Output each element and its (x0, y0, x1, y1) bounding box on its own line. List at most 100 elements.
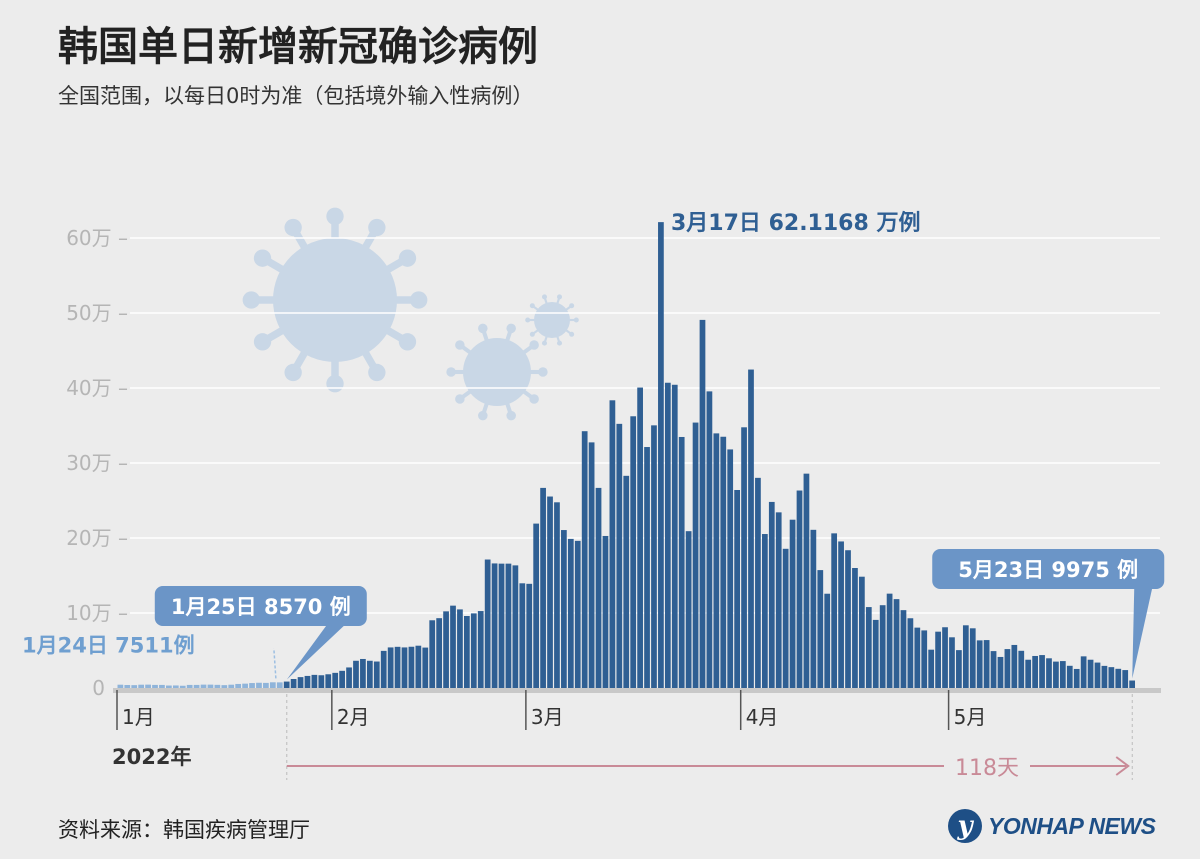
bar (914, 627, 921, 688)
bar (720, 436, 727, 688)
y-tick-label: 0 (92, 676, 105, 700)
yonhap-logo-text: YONHAP NEWS (988, 812, 1156, 839)
bar (152, 684, 158, 688)
bar (886, 593, 893, 688)
bar (838, 541, 844, 688)
virus-illustration-medium (446, 323, 548, 421)
y-tick-label: 50万 – (66, 301, 128, 325)
peak-label: 3月17日 62.1168 万例 (671, 211, 920, 236)
annotation-pointer (286, 625, 345, 680)
bar (907, 618, 914, 688)
bars-group (117, 222, 1136, 688)
bar (256, 682, 262, 688)
bar (1039, 655, 1045, 688)
x-tick-label: 5月 (954, 705, 987, 729)
annotations-group: 1月24日 7511例 1月25日 8570 例 3月17日 62.1168 万例 5… (22, 211, 1165, 680)
bar (408, 646, 415, 688)
bar (429, 620, 436, 688)
bar (380, 650, 387, 688)
bar (734, 490, 740, 688)
bar (283, 681, 290, 688)
bar (789, 519, 796, 688)
bar (761, 534, 768, 688)
span-label: 118天 (955, 756, 1019, 781)
bar (533, 523, 540, 688)
bar (1018, 650, 1025, 688)
x-tick-label: 4月 (746, 705, 779, 729)
bar (304, 675, 311, 688)
bar (131, 685, 138, 688)
annotation-bubble (932, 549, 1165, 589)
bar (1059, 661, 1066, 688)
virus-illustration-large (242, 207, 428, 393)
bar (727, 449, 734, 688)
bar (928, 649, 935, 688)
bar (1129, 680, 1136, 688)
bar (311, 674, 318, 688)
bar (1080, 656, 1087, 688)
bar (664, 382, 671, 688)
annotation-leader (273, 648, 277, 679)
bar (1101, 665, 1108, 688)
yonhap-logo: y YONHAP NEWS (948, 806, 1156, 846)
y-tick-label: 10万 – (66, 601, 128, 625)
bar (983, 640, 990, 688)
bar (782, 548, 789, 688)
bar (207, 684, 214, 688)
bar (443, 611, 449, 688)
bar (671, 384, 678, 688)
bar (997, 656, 1004, 688)
bar (477, 611, 484, 688)
bar (602, 535, 609, 688)
bar (1108, 667, 1115, 688)
bar (796, 490, 803, 688)
bar (464, 616, 470, 688)
bar (1032, 655, 1038, 688)
y-tick-label: 20万 – (66, 526, 128, 550)
yonhap-logo-icon: y (948, 809, 982, 843)
bar (935, 631, 941, 688)
bar (318, 675, 325, 688)
bar (526, 583, 533, 688)
bar (512, 565, 519, 688)
bar (290, 679, 297, 688)
bar (824, 593, 831, 688)
x-tick-label: 2月 (337, 705, 370, 729)
y-axis-ticks: 0 10万 – 20万 – 30万 – 40万 – 50万 – 60万 – (66, 226, 128, 700)
bar (159, 684, 165, 688)
bar (394, 646, 401, 688)
bar (588, 442, 595, 688)
bar (990, 651, 997, 688)
annotation-pointer (1132, 588, 1153, 679)
bar (616, 423, 623, 688)
bar (450, 605, 456, 688)
virus-illustration-small (525, 294, 579, 346)
bar (339, 670, 345, 688)
bar (879, 605, 886, 688)
bar (651, 425, 657, 688)
bar (117, 684, 124, 688)
x-tick-label: 1月 (122, 705, 155, 729)
bar (186, 684, 193, 688)
bar (554, 502, 560, 688)
bar (401, 647, 408, 688)
page-subtitle: 全国范围，以每日0时为准（包括境外输入性病例） (58, 84, 534, 108)
bar (921, 630, 928, 688)
bar (561, 530, 567, 688)
bar (179, 685, 186, 688)
bar (491, 563, 498, 688)
bar (263, 682, 269, 688)
bar (242, 683, 248, 688)
bar (699, 319, 706, 688)
bar (574, 540, 581, 688)
bar (810, 529, 817, 688)
bar (962, 625, 969, 688)
bar (457, 609, 463, 688)
y-tick-label: 60万 – (66, 226, 128, 250)
annotation-label: 1月24日 7511例 (22, 633, 195, 657)
bar (249, 683, 255, 688)
bar (969, 628, 976, 688)
span-label-bg (944, 752, 1030, 780)
bar (859, 576, 865, 688)
bar (1011, 644, 1018, 688)
